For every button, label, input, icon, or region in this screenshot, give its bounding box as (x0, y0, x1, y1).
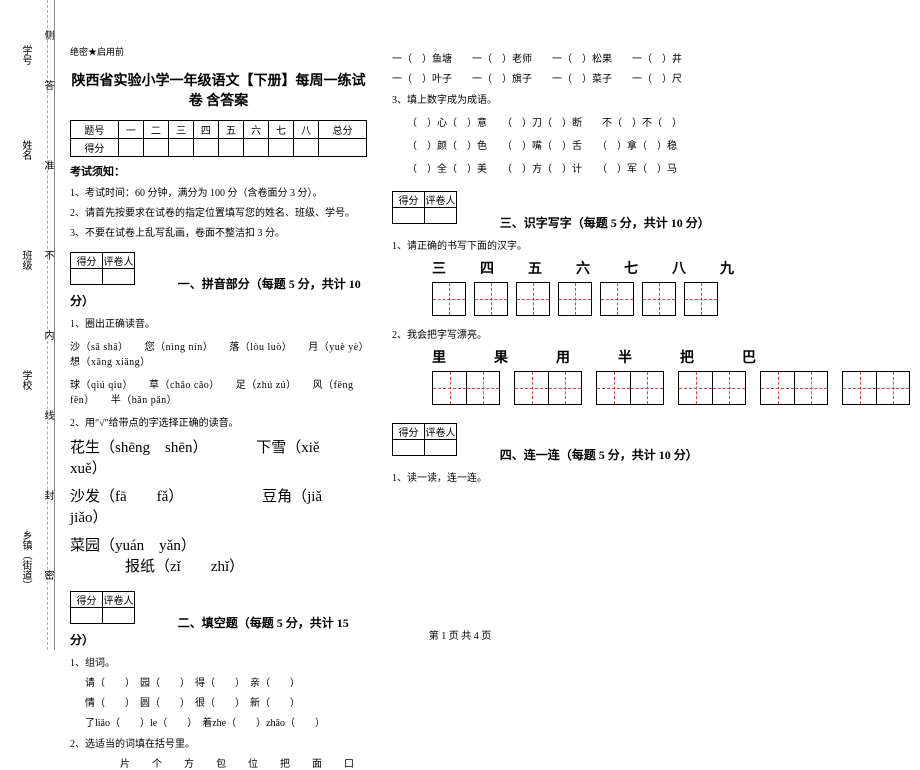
tian-cell[interactable] (596, 371, 630, 405)
tian-cell[interactable] (474, 282, 508, 316)
tian-cell[interactable] (760, 371, 794, 405)
th: 七 (269, 121, 294, 139)
tian-grid-row (432, 282, 910, 316)
tian-cell[interactable] (432, 282, 466, 316)
seal-word: 不 (40, 250, 55, 260)
score-mini: 得分评卷人 (70, 252, 135, 285)
th: 二 (143, 121, 168, 139)
q4-1: 1、读一读，连一连。 (392, 469, 910, 484)
idiom-line: （ ）全（ ）美 （ ）方（ ）计 （ ）军（ ）马 (407, 160, 910, 175)
fill-line: 一（ ）鱼塘 一（ ）老师 一（ ）松果 一（ ）井 (392, 50, 910, 65)
q2-1: 1、组词。 (70, 654, 367, 669)
seal-word: 准 (40, 160, 55, 170)
th: 六 (243, 121, 268, 139)
tian-cell[interactable] (842, 371, 876, 405)
fill-line: 了liǎo（ ）le（ ） 着zhe（ ）zhāo（ ） (85, 714, 367, 729)
th: 一 (118, 121, 143, 139)
score-table: 题号 一 二 三 四 五 六 七 八 总分 得分 (70, 120, 367, 157)
bind-label-school: 学校 (18, 370, 33, 390)
bind-label-town: 乡镇（街道） (18, 530, 33, 590)
fill-line: 情（ ） 圆（ ） 很（ ） 新（ ） (85, 694, 367, 709)
th: 五 (218, 121, 243, 139)
row-label: 得分 (71, 139, 119, 157)
seal-word: 密 (40, 570, 55, 580)
char-header-row: 三 四 五 六 七 八 九 (432, 258, 910, 278)
section-3-title: 三、识字写字（每题 5 分，共计 10 分） (500, 216, 710, 230)
tian-cell[interactable] (712, 371, 746, 405)
q1-2: 2、用"√"给带点的字选择正确的读音。 (70, 414, 367, 429)
big-pinyin-row: 沙发（fā fǎ） 豆角（jiǎ jiǎo） (70, 485, 367, 527)
q2-3: 3、填上数字成为成语。 (392, 91, 910, 106)
idiom-line: （ ）颜（ ）色 （ ）嘴（ ）舌 （ ）拿（ ）稳 (407, 137, 910, 152)
th: 八 (294, 121, 319, 139)
tian-cell[interactable] (432, 371, 466, 405)
th: 三 (168, 121, 193, 139)
score-mini: 得分评卷人 (70, 591, 135, 624)
q2-2: 2、选适当的词填在括号里。 (70, 735, 367, 750)
q3-2: 2、我会把字写漂亮。 (392, 326, 910, 341)
word-bank: 片 个 方 包 位 把 面 口 (120, 755, 367, 770)
tian-cell[interactable] (678, 371, 712, 405)
tian-cell[interactable] (516, 282, 550, 316)
seal-word: 答 (40, 80, 55, 90)
fill-line: 一（ ）叶子 一（ ）旗子 一（ ）菜子 一（ ）尺 (392, 70, 910, 85)
secrecy-note: 绝密★启用前 (70, 45, 367, 58)
tian-cell[interactable] (642, 282, 676, 316)
q3-1: 1、请正确的书写下面的汉字。 (392, 237, 910, 252)
notice: 2、请首先按要求在试卷的指定位置填写您的姓名、班级、学号。 (70, 204, 367, 219)
tian-cell[interactable] (876, 371, 910, 405)
th: 四 (193, 121, 218, 139)
seal-word: 封 (40, 490, 55, 500)
tian-cell[interactable] (630, 371, 664, 405)
page-footer: 第 1 页 共 4 页 (0, 627, 920, 642)
bind-label-class: 班级 (18, 250, 33, 270)
seal-word: 内 (40, 330, 55, 340)
th: 题号 (71, 121, 119, 139)
pinyin-line: 沙（sā shā） 您（nìng nín） 落（lòu luò） 月（yuè y… (70, 338, 367, 368)
notice: 3、不要在试卷上乱写乱画，卷面不整洁扣 3 分。 (70, 224, 367, 239)
dash-line (47, 0, 48, 650)
tian-cell[interactable] (794, 371, 828, 405)
pinyin-line: 球（qiú qiu） 草（chǎo cǎo） 足（zhú zú） 风（fēng … (70, 376, 367, 406)
tian-cell[interactable] (514, 371, 548, 405)
tian-cell[interactable] (558, 282, 592, 316)
char-header-row: 里 果 用 半 把 巴 (432, 347, 910, 367)
score-mini: 得分评卷人 (392, 423, 457, 456)
th: 总分 (319, 121, 367, 139)
paper-title: 陕西省实验小学一年级语文【下册】每周一练试卷 含答案 (70, 70, 367, 110)
seal-word: 线 (40, 410, 55, 420)
right-column: 一（ ）鱼塘 一（ ）老师 一（ ）松果 一（ ）井 一（ ）叶子 一（ ）旗子… (392, 45, 910, 620)
tian-cell[interactable] (600, 282, 634, 316)
binding-strip: 学号 姓名 班级 学校 乡镇（街道） 侧 答 准 不 内 线 封 密 (0, 0, 55, 650)
idiom-line: （ ）心（ ）意 （ ）刀（ ）断 不（ ）不（ ） (407, 114, 910, 129)
seal-word: 侧 (40, 30, 55, 40)
section-4-title: 四、连一连（每题 5 分，共计 10 分） (500, 448, 698, 462)
big-pinyin-row: 花生（shēng shēn） 下雪（xiě xuě） (70, 436, 367, 478)
tian-cell[interactable] (548, 371, 582, 405)
notice-title: 考试须知： (70, 163, 367, 179)
score-mini: 得分评卷人 (392, 191, 457, 224)
big-pinyin-row: 菜园（yuán yǎn） 报纸（zǐ zhǐ） (70, 534, 367, 576)
tian-cell[interactable] (684, 282, 718, 316)
q1-1: 1、圈出正确读音。 (70, 315, 367, 330)
left-column: 绝密★启用前 陕西省实验小学一年级语文【下册】每周一练试卷 含答案 题号 一 二… (70, 45, 367, 620)
tian-cell[interactable] (466, 371, 500, 405)
bind-label-id: 学号 (18, 45, 33, 65)
fill-line: 请（ ） 园（ ） 得（ ） 亲（ ） (85, 674, 367, 689)
bind-label-name: 姓名 (18, 140, 33, 160)
double-tian-row (432, 371, 910, 405)
notice: 1、考试时间：60 分钟，满分为 100 分（含卷面分 3 分）。 (70, 184, 367, 199)
